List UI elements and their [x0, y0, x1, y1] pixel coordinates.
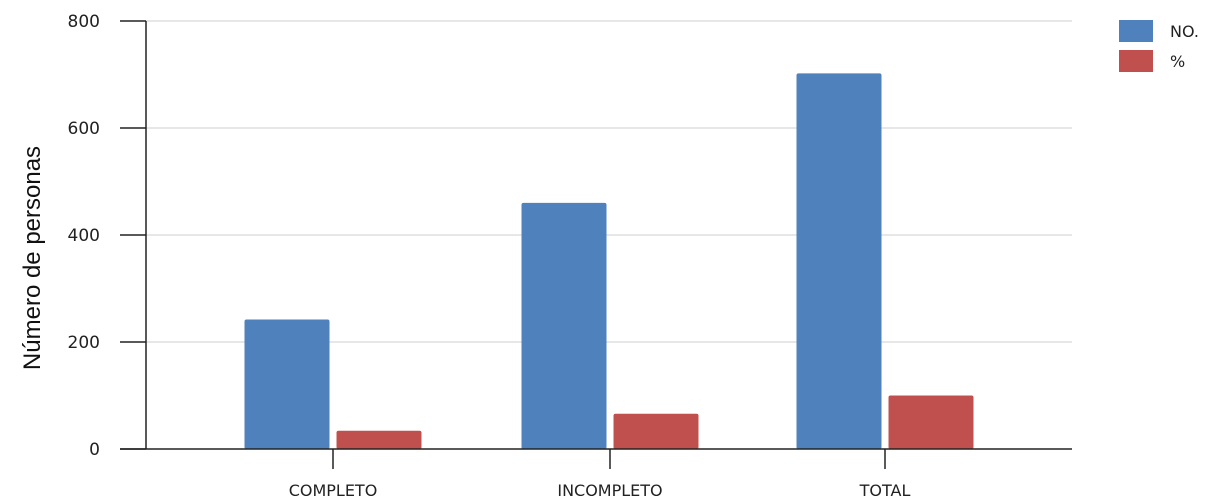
- x-tick-label: COMPLETO: [289, 481, 378, 500]
- bar-percent-completo: [336, 430, 422, 449]
- y-tick-label: 400: [68, 226, 100, 246]
- bars: [244, 73, 974, 450]
- bar-percent-incompleto: [613, 413, 699, 449]
- legend-label-no: NO.: [1170, 22, 1199, 41]
- bar-no-total: [796, 73, 882, 450]
- x-tick-label: INCOMPLETO: [557, 481, 662, 500]
- x-tick-label: TOTAL: [859, 481, 911, 500]
- gridlines: [146, 20, 1072, 343]
- bar-no-completo: [244, 319, 330, 449]
- y-axis-title: Número de personas: [19, 146, 46, 370]
- y-tick-label: 600: [68, 119, 100, 139]
- legend-swatch-percent: [1119, 50, 1153, 72]
- legend-label-percent: %: [1170, 52, 1185, 71]
- y-tick-label: 800: [68, 12, 100, 32]
- y-ticks: 0 200 400 600 800: [68, 12, 146, 460]
- y-tick-label: 200: [68, 333, 100, 353]
- y-tick-label: 0: [89, 440, 100, 460]
- x-ticks: COMPLETO INCOMPLETO TOTAL: [289, 449, 911, 500]
- legend-swatch-no: [1119, 20, 1153, 42]
- legend: NO.%: [1119, 20, 1199, 72]
- bar-percent-total: [888, 395, 974, 449]
- bar-no-incompleto: [521, 202, 607, 449]
